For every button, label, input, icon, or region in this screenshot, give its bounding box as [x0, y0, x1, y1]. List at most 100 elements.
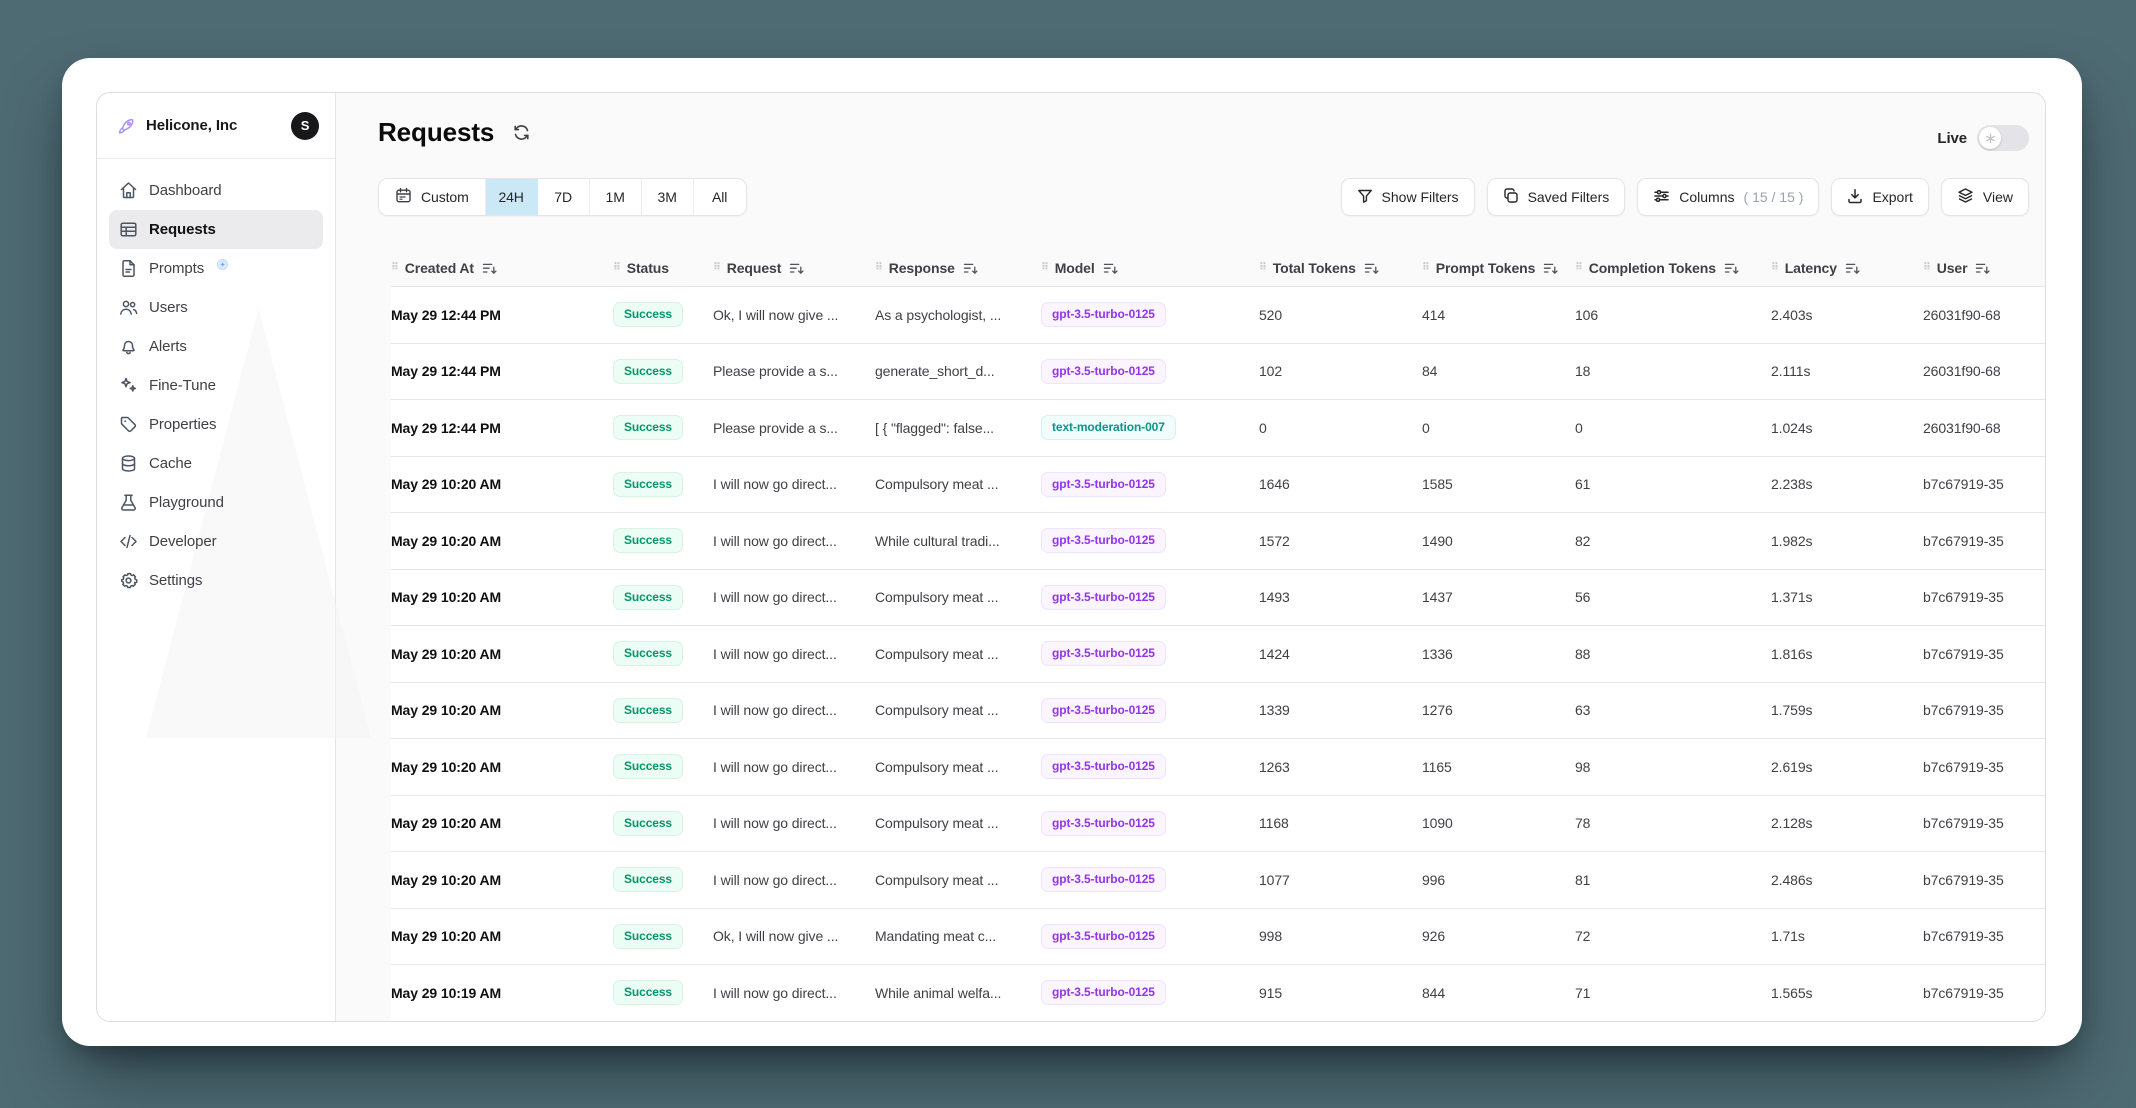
request-preview: I will now go direct...	[713, 984, 837, 1001]
request-preview: I will now go direct...	[713, 702, 837, 719]
table-row[interactable]: May 29 10:20 AM Success I will now go dire…	[391, 626, 2045, 683]
completion-tokens-value: 106	[1575, 306, 1599, 323]
completion-tokens-value: 82	[1575, 532, 1591, 549]
table-row[interactable]: May 29 10:20 AM Success I will now go dire…	[391, 456, 2045, 513]
completion-tokens-value: 72	[1575, 928, 1591, 945]
sort-icon[interactable]	[482, 262, 497, 275]
sidebar-item-playground[interactable]: Playground	[109, 483, 323, 522]
show-filters-button[interactable]: Show Filters	[1340, 178, 1475, 216]
sort-icon[interactable]	[1724, 262, 1739, 275]
time-range-option-7d[interactable]: 7D	[537, 179, 590, 215]
total-tokens-value: 1572	[1259, 532, 1290, 549]
request-preview: Ok, I will now give ...	[713, 306, 839, 323]
drag-handle-icon[interactable]: ⠿	[1923, 262, 1931, 273]
total-tokens-value: 1493	[1259, 589, 1290, 606]
column-header-completion-tokens[interactable]: ⠿ Completion Tokens	[1575, 260, 1771, 276]
latency-value: 1.024s	[1771, 419, 1813, 436]
sort-icon[interactable]	[1543, 262, 1558, 275]
view-button[interactable]: View	[1940, 178, 2029, 216]
main-content: Requests Live	[336, 93, 2045, 1021]
table-row[interactable]: May 29 10:20 AM Success I will now go dire…	[391, 852, 2045, 909]
table-row[interactable]: May 29 10:20 AM Success I will now go dire…	[391, 569, 2045, 626]
time-range-option-1m[interactable]: 1M	[589, 179, 642, 215]
columns-button[interactable]: Columns ( 15 / 15 )	[1637, 178, 1820, 216]
table-row[interactable]: May 29 10:20 AM Success I will now go dire…	[391, 739, 2045, 796]
sort-icon[interactable]	[1975, 262, 1991, 275]
sidebar-item-dashboard[interactable]: Dashboard	[109, 171, 323, 210]
drag-handle-icon[interactable]: ⠿	[1422, 262, 1430, 273]
drag-handle-icon[interactable]: ⠿	[1041, 262, 1049, 273]
sidebar-item-cache[interactable]: Cache	[109, 444, 323, 483]
drag-handle-icon[interactable]: ⠿	[1259, 262, 1267, 273]
time-range-custom-button[interactable]: Custom	[379, 179, 486, 215]
live-toggle[interactable]	[1977, 125, 2029, 151]
sidebar-item-settings[interactable]: Settings	[109, 561, 323, 600]
time-range-custom-label: Custom	[421, 189, 469, 205]
org-switcher[interactable]: Helicone, Inc S	[97, 93, 335, 159]
column-header-label: Latency	[1784, 260, 1837, 276]
total-tokens-value: 520	[1259, 306, 1283, 323]
drag-handle-icon[interactable]: ⠿	[1575, 262, 1583, 273]
saved-filters-label: Saved Filters	[1527, 189, 1610, 205]
user-id-value: b7c67919-35	[1923, 928, 2004, 945]
request-preview: I will now go direct...	[713, 589, 837, 606]
status-badge: Success	[613, 867, 684, 893]
column-header-latency[interactable]: ⠿ Latency	[1771, 260, 1923, 276]
table-row[interactable]: May 29 10:19 AM Success I will now go dire…	[391, 965, 2045, 1021]
completion-tokens-value: 78	[1575, 815, 1591, 832]
sidebar-item-properties[interactable]: Properties	[109, 405, 323, 444]
sort-icon[interactable]	[1103, 262, 1118, 275]
sidebar-item-users[interactable]: Users	[109, 288, 323, 327]
sort-icon[interactable]	[789, 262, 804, 275]
drag-handle-icon[interactable]: ⠿	[613, 262, 621, 273]
table-row[interactable]: May 29 10:20 AM Success I will now go dire…	[391, 795, 2045, 852]
request-preview: I will now go direct...	[713, 871, 837, 888]
column-header-response[interactable]: ⠿ Response	[875, 260, 1041, 276]
completion-tokens-value: 56	[1575, 589, 1591, 606]
time-range-option-24h[interactable]: 24H	[485, 179, 538, 215]
saved-filters-button[interactable]: Saved Filters	[1486, 178, 1626, 216]
drag-handle-icon[interactable]: ⠿	[875, 262, 883, 273]
status-badge: Success	[613, 810, 684, 836]
drag-handle-icon[interactable]: ⠿	[391, 262, 399, 273]
refresh-icon[interactable]	[510, 122, 532, 144]
column-header-user[interactable]: ⠿ User	[1923, 260, 2045, 276]
sidebar-item-prompts[interactable]: Prompts ✦	[109, 249, 323, 288]
beaker-icon	[119, 493, 138, 512]
table-row[interactable]: May 29 12:44 PM Success Please provide a s…	[391, 400, 2045, 457]
sort-icon[interactable]	[1364, 262, 1379, 275]
sidebar-item-alerts[interactable]: Alerts	[109, 327, 323, 366]
created-at-value: May 29 10:20 AM	[391, 476, 502, 493]
table-row[interactable]: May 29 10:20 AM Success I will now go dire…	[391, 513, 2045, 570]
avatar[interactable]: S	[291, 111, 319, 140]
model-badge: gpt-3.5-turbo-0125	[1041, 528, 1166, 554]
sort-icon[interactable]	[1845, 262, 1860, 275]
column-header-status[interactable]: ⠿ Status	[613, 260, 713, 276]
column-header-created-at[interactable]: ⠿ Created At	[391, 260, 613, 276]
drag-handle-icon[interactable]: ⠿	[1771, 262, 1779, 273]
time-range-option-3m[interactable]: 3M	[641, 179, 694, 215]
table-row[interactable]: May 29 10:20 AM Success I will now go dire…	[391, 682, 2045, 739]
table-row[interactable]: May 29 10:20 AM Success Ok, I will now giv…	[391, 908, 2045, 965]
created-at-value: May 29 10:20 AM	[391, 871, 502, 888]
prompt-tokens-value: 414	[1422, 306, 1446, 323]
column-header-total-tokens[interactable]: ⠿ Total Tokens	[1259, 260, 1422, 276]
sidebar-item-fine-tune[interactable]: Fine-Tune	[109, 366, 323, 405]
users-icon	[119, 298, 138, 317]
column-header-prompt-tokens[interactable]: ⠿ Prompt Tokens	[1422, 260, 1575, 276]
live-toggle-knob	[1979, 127, 2001, 149]
sidebar-item-requests[interactable]: Requests	[109, 210, 323, 249]
sidebar-item-label: Playground	[149, 494, 224, 511]
column-header-model[interactable]: ⠿ Model	[1041, 260, 1259, 276]
model-badge: gpt-3.5-turbo-0125	[1041, 697, 1166, 723]
sidebar-item-developer[interactable]: Developer	[109, 522, 323, 561]
time-range-option-all[interactable]: All	[693, 179, 746, 215]
table-row[interactable]: May 29 12:44 PM Success Please provide a s…	[391, 343, 2045, 400]
column-header-request[interactable]: ⠿ Request	[713, 260, 875, 276]
sort-icon[interactable]	[963, 262, 978, 275]
app-container: Helicone, Inc S Dashboard Requests Prompts…	[96, 92, 2046, 1022]
status-badge: Success	[613, 302, 684, 328]
drag-handle-icon[interactable]: ⠿	[713, 262, 721, 273]
export-button[interactable]: Export	[1831, 178, 1929, 216]
table-row[interactable]: May 29 12:44 PM Success Ok, I will now giv…	[391, 287, 2045, 344]
